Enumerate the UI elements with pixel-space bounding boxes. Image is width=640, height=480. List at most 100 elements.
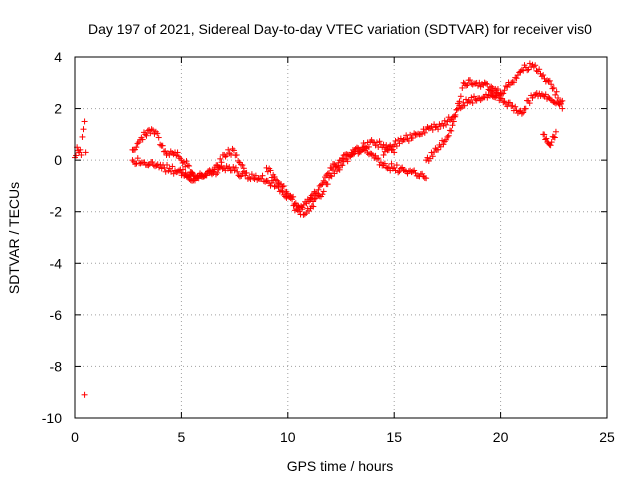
data-point <box>184 162 191 169</box>
data-point <box>486 87 493 94</box>
data-point <box>279 183 286 190</box>
data-point <box>490 93 497 100</box>
data-point <box>409 168 416 175</box>
data-point <box>271 173 278 180</box>
data-point <box>218 163 225 170</box>
data-point <box>186 162 193 169</box>
data-point <box>320 177 327 184</box>
data-point <box>559 97 566 104</box>
data-point <box>326 170 333 177</box>
data-point <box>447 117 454 124</box>
x-tick-label: 15 <box>386 429 402 445</box>
data-point <box>239 162 246 169</box>
data-point <box>435 146 442 153</box>
data-point <box>194 174 201 181</box>
data-point <box>501 98 508 105</box>
data-point <box>526 60 533 67</box>
data-point <box>243 169 250 176</box>
data-point <box>393 143 400 150</box>
data-point <box>268 174 275 181</box>
data-point <box>432 145 439 152</box>
data-point <box>538 73 545 80</box>
data-point <box>283 188 290 195</box>
data-point <box>420 173 427 180</box>
data-point <box>547 142 554 149</box>
data-point <box>150 127 157 134</box>
data-point <box>315 186 322 193</box>
data-point <box>461 102 468 109</box>
data-point <box>343 151 350 158</box>
data-point <box>429 153 436 160</box>
data-point <box>155 134 162 141</box>
y-tick-label: 2 <box>54 101 62 117</box>
data-point <box>542 91 549 98</box>
data-point <box>162 168 169 175</box>
y-tick-label: -4 <box>50 255 63 271</box>
x-tick-label: 0 <box>71 429 79 445</box>
data-point <box>147 130 154 137</box>
data-point <box>263 164 270 171</box>
data-point <box>307 196 314 203</box>
data-point <box>553 88 560 95</box>
data-point <box>298 203 305 210</box>
data-point <box>509 102 516 109</box>
data-point <box>409 134 416 141</box>
data-point <box>463 82 470 89</box>
data-point <box>536 66 543 73</box>
data-point <box>311 196 318 203</box>
data-point <box>158 165 165 172</box>
data-point <box>186 176 193 183</box>
data-point <box>347 153 354 160</box>
data-point <box>421 129 428 136</box>
data-point <box>504 103 511 110</box>
data-point <box>376 161 383 168</box>
data-point <box>421 174 428 181</box>
data-point <box>552 91 559 98</box>
data-point <box>493 92 500 99</box>
data-point <box>335 159 342 166</box>
data-point <box>419 130 426 137</box>
data-point <box>425 158 432 165</box>
data-point <box>443 121 450 128</box>
x-tick-label: 20 <box>493 429 509 445</box>
data-point <box>235 157 242 164</box>
data-point <box>157 141 164 148</box>
data-point <box>267 167 274 174</box>
y-tick-label: 0 <box>54 152 62 168</box>
data-point <box>174 149 181 156</box>
data-point <box>339 155 346 162</box>
data-point <box>134 155 141 162</box>
y-axis-title: SDTVAR / TECUs <box>6 182 22 294</box>
data-point <box>439 137 446 144</box>
data-point <box>524 67 531 74</box>
x-tick-label: 10 <box>280 429 296 445</box>
axis-ticks: 0 5 10 15 20 25 -10 -8 -6 -4 -2 0 2 4 <box>42 49 615 445</box>
data-point <box>291 201 298 208</box>
data-point <box>248 171 255 178</box>
data-point <box>558 100 565 107</box>
data-point <box>513 75 520 82</box>
data-point <box>473 79 480 86</box>
data-point <box>530 92 537 99</box>
data-point <box>212 171 219 178</box>
data-point <box>324 170 331 177</box>
data-point <box>551 134 558 141</box>
data-point <box>443 136 450 143</box>
data-point <box>308 192 315 199</box>
data-point <box>381 148 388 155</box>
data-point <box>320 188 327 195</box>
data-point <box>478 95 485 102</box>
data-point <box>181 172 188 179</box>
data-point <box>183 158 190 165</box>
data-point <box>467 77 474 84</box>
data-point <box>441 117 448 124</box>
data-point <box>318 181 325 188</box>
data-point <box>385 164 392 171</box>
data-point <box>403 132 410 139</box>
data-point <box>360 140 367 147</box>
y-tick-label: 4 <box>54 49 62 65</box>
data-point <box>368 150 375 157</box>
data-point <box>444 118 451 125</box>
data-point <box>364 139 371 146</box>
y-tick-label: -10 <box>42 410 62 426</box>
